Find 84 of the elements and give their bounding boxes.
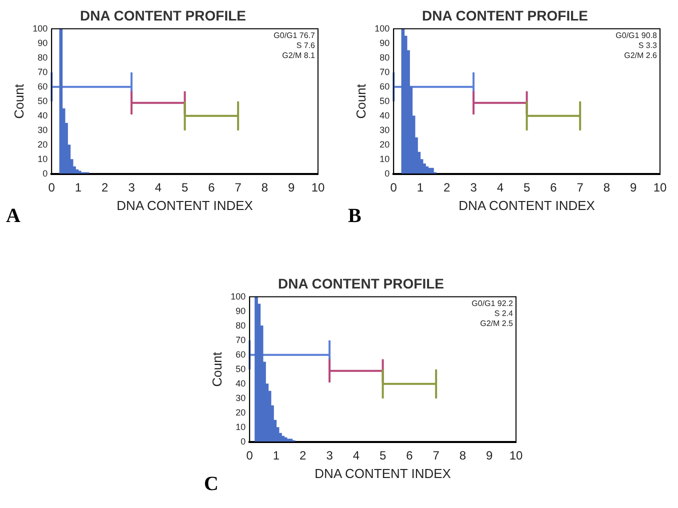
x-tick-label: 3 [470,180,478,195]
y-tick-label: 0 [240,436,246,446]
y-tick-label: 0 [384,168,390,178]
chart-title: DNA CONTENT PROFILE [278,275,444,292]
y-tick-label: 40 [380,110,390,120]
y-tick-label: 30 [236,392,246,403]
x-tick-label: 2 [300,448,307,463]
annotation: G2/M 8.1 [282,51,316,60]
text: A [6,205,20,228]
y-tick-label: 70 [380,66,390,77]
y-tick-label: 10 [380,154,390,164]
x-tick-label: 7 [234,180,242,195]
x-tick-label: 2 [102,180,109,195]
y-tick-label: 90 [38,38,48,48]
y-tick-label: 20 [38,139,48,150]
x-tick-label: 8 [459,448,466,463]
annotation: S 7.6 [296,41,316,50]
x-axis-title: DNA CONTENT INDEX [116,198,254,213]
y-tick-label: 100 [230,291,246,302]
x-tick-label: 6 [550,180,558,195]
x-tick-label: 4 [352,448,360,463]
y-tick-label: 90 [380,38,390,48]
y-tick-label: 80 [236,320,246,330]
x-tick-label: 3 [326,448,334,463]
y-tick-label: 60 [236,349,246,360]
y-tick-label: 40 [38,110,48,120]
y-tick-label: 70 [38,66,48,77]
y-tick-label: 60 [380,81,390,92]
y-tick-label: 100 [374,23,390,34]
x-tick-label: 10 [311,180,325,195]
annotation: S 2.4 [494,309,514,318]
x-tick-label: 6 [208,180,216,195]
x-tick-label: 8 [261,180,268,195]
x-tick-label: 2 [444,180,451,195]
y-tick-label: 80 [380,52,390,62]
x-tick-label: 9 [486,448,494,463]
x-tick-label: 7 [432,448,440,463]
y-tick-label: 0 [42,168,48,178]
y-tick-label: 20 [236,407,246,418]
x-axis-title: DNA CONTENT INDEX [458,198,596,213]
x-tick-label: 5 [181,180,188,195]
text: C [204,473,218,496]
x-tick-label: 4 [496,180,504,195]
y-tick-label: 70 [236,334,246,345]
x-tick-label: 10 [509,448,523,463]
annotation: S 3.3 [638,41,658,50]
y-tick-label: 40 [236,378,246,388]
annotation: G2/M 2.5 [480,319,514,328]
y-tick-label: 30 [38,124,48,135]
annotation: G0/G1 90.8 [616,31,658,40]
x-tick-label: 1 [272,448,280,463]
y-axis-title: Count [353,84,368,119]
x-tick-label: 6 [406,448,414,463]
y-tick-label: 10 [38,154,48,164]
x-tick-label: 9 [630,180,638,195]
x-tick-label: 10 [653,180,667,195]
y-tick-label: 100 [32,23,48,34]
chart-title: DNA CONTENT PROFILE [422,7,588,24]
chart-title: DNA CONTENT PROFILE [80,7,246,24]
x-tick-label: 4 [154,180,162,195]
y-axis-title: Count [11,84,26,119]
y-axis-title: Count [209,352,224,387]
x-tick-label: 7 [576,180,584,195]
y-tick-label: 50 [380,96,390,106]
y-tick-label: 90 [236,306,246,316]
x-tick-label: 1 [416,180,424,195]
x-tick-label: 8 [603,180,610,195]
annotation: G0/G1 92.2 [472,299,514,308]
x-tick-label: 3 [128,180,136,195]
text: B [348,205,362,228]
x-tick-label: 9 [288,180,296,195]
y-tick-label: 20 [380,139,390,150]
y-tick-label: 10 [236,422,246,432]
annotation: G2/M 2.6 [624,51,658,60]
x-tick-label: 5 [523,180,530,195]
y-tick-label: 30 [380,124,390,135]
x-tick-label: 5 [379,448,386,463]
y-tick-label: 60 [38,81,48,92]
y-tick-label: 50 [38,96,48,106]
x-tick-label: 1 [74,180,82,195]
y-tick-label: 50 [236,364,246,374]
x-axis-title: DNA CONTENT INDEX [314,466,452,481]
y-tick-label: 80 [38,52,48,62]
annotation: G0/G1 76.7 [274,31,316,40]
